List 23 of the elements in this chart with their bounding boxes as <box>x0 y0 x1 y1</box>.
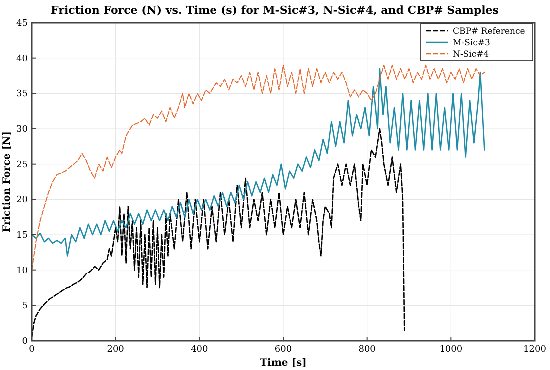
y-tick-label: 25 <box>16 160 28 170</box>
legend-label: N-Sic#4 <box>453 50 490 60</box>
y-tick-label: 45 <box>16 19 28 29</box>
y-tick-label: 20 <box>16 196 28 206</box>
y-tick-label: 5 <box>22 302 28 312</box>
legend-label: M-Sic#3 <box>453 38 490 48</box>
x-tick-label: 800 <box>358 345 376 355</box>
chart-title: Friction Force (N) vs. Time (s) for M-Sic#3, N-Sic#4, and CBP# Samples <box>51 4 499 17</box>
x-tick-label: 400 <box>191 345 209 355</box>
y-axis-title: Friction Force [N] <box>2 132 13 232</box>
y-tick-label: 0 <box>22 337 28 347</box>
x-tick-label: 200 <box>107 345 125 355</box>
x-tick-label: 1000 <box>440 345 463 355</box>
y-tick-label: 30 <box>16 125 28 135</box>
legend-label: CBP# Reference <box>453 27 526 37</box>
x-tick-label: 0 <box>29 345 36 355</box>
y-tick-label: 40 <box>16 54 28 64</box>
x-axis-title: Time [s] <box>260 358 307 369</box>
y-tick-label: 10 <box>16 266 28 276</box>
x-tick-label: 1200 <box>524 345 547 355</box>
y-tick-label: 35 <box>16 90 28 100</box>
x-tick-label: 600 <box>274 345 292 355</box>
y-tick-label: 15 <box>16 231 28 241</box>
